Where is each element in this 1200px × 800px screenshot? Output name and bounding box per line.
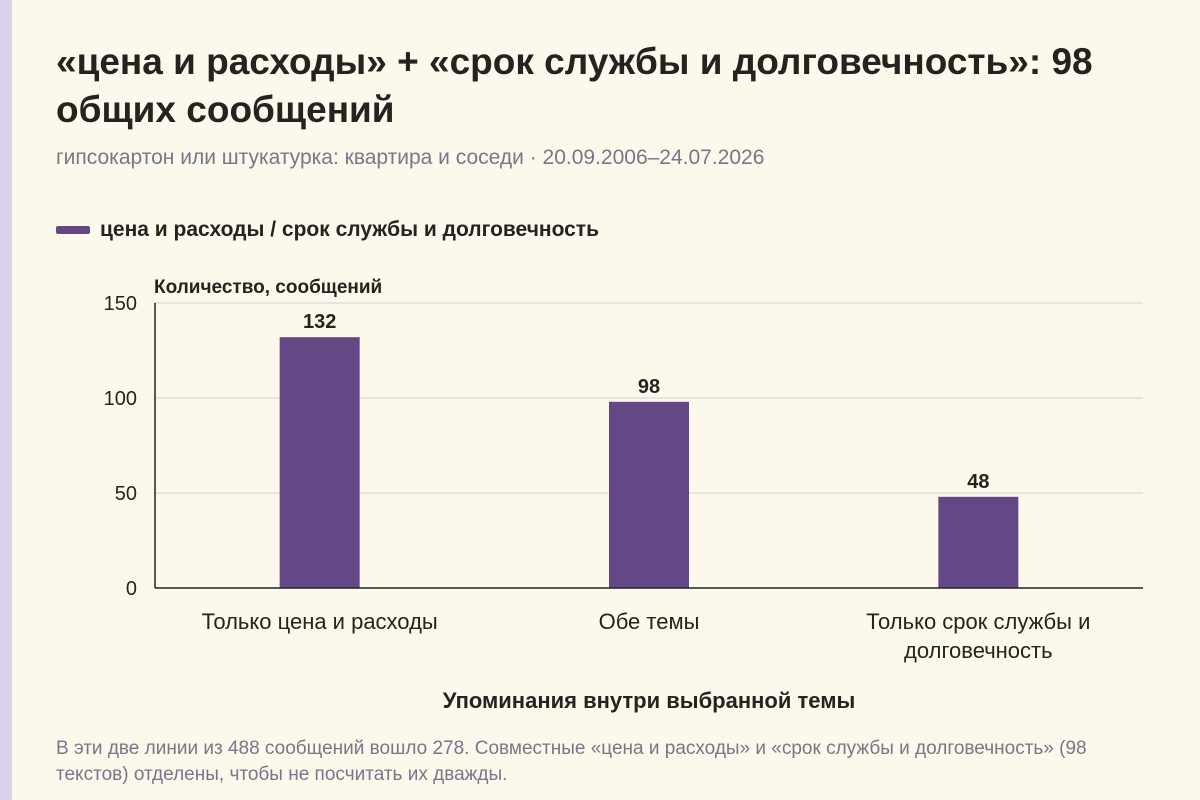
bar-value-label: 48 xyxy=(967,471,989,493)
y-tick-label: 150 xyxy=(104,293,137,315)
legend-swatch xyxy=(56,226,90,234)
x-category-label: долговечность xyxy=(904,638,1053,663)
y-tick-label: 0 xyxy=(126,578,137,600)
bar-value-label: 132 xyxy=(303,311,336,333)
footnote: В эти две линии из 488 сообщений вошло 2… xyxy=(56,738,1087,785)
bar xyxy=(609,401,689,588)
bar-value-label: 98 xyxy=(638,376,660,398)
chart-title: «цена и расходы» + «срок службы и долгов… xyxy=(56,41,1093,130)
x-axis-title: Упоминания внутри выбранной темы xyxy=(443,688,856,713)
x-category-label: Обе темы xyxy=(599,609,700,634)
x-category-label: Только цена и расходы xyxy=(202,609,438,634)
bar xyxy=(938,496,1019,588)
legend: цена и расходы / срок службы и долговечн… xyxy=(56,218,599,242)
bar xyxy=(279,337,360,588)
legend-label: цена и расходы / срок службы и долговечн… xyxy=(100,218,600,241)
chart-subtitle: гипсокартон или штукатурка: квартира и с… xyxy=(56,146,765,169)
y-tick-label: 50 xyxy=(115,483,137,505)
y-axis-title: Количество, сообщений xyxy=(154,277,382,298)
y-tick-label: 100 xyxy=(104,388,137,410)
left-accent-stripe xyxy=(0,0,12,800)
x-category-label: Только срок службы и xyxy=(866,609,1090,634)
bar-chart: Количество, сообщений 0 50 100 150 132 Только … xyxy=(104,277,1143,713)
